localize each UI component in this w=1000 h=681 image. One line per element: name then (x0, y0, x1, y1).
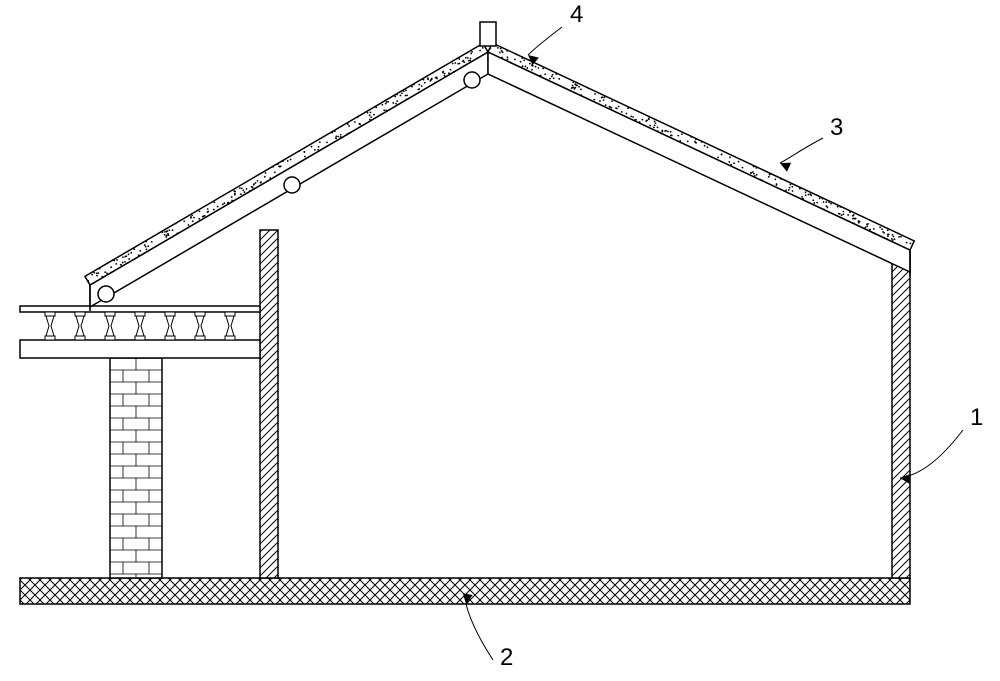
right-wall (892, 250, 910, 578)
leader-l2 (466, 604, 493, 660)
purlin-2 (98, 286, 114, 302)
leader-l4 (528, 27, 562, 55)
ridge-cap (480, 22, 496, 46)
leader-l3 (780, 138, 823, 163)
roof (85, 22, 914, 311)
label-l3: 3 (830, 114, 843, 141)
purlin-0 (464, 72, 480, 88)
leader-arrowhead (780, 163, 791, 172)
balcony (20, 306, 260, 358)
porch-column (110, 358, 162, 578)
purlin-1 (284, 177, 300, 193)
label-l1: 1 (970, 404, 983, 431)
roof-tile-left (85, 43, 488, 285)
roof-tile-right (488, 43, 914, 250)
label-l2: 2 (500, 644, 513, 671)
diagram-canvas: 1 2 3 4 (0, 0, 1000, 681)
label-l4: 4 (570, 1, 583, 28)
left-wall (260, 230, 278, 578)
